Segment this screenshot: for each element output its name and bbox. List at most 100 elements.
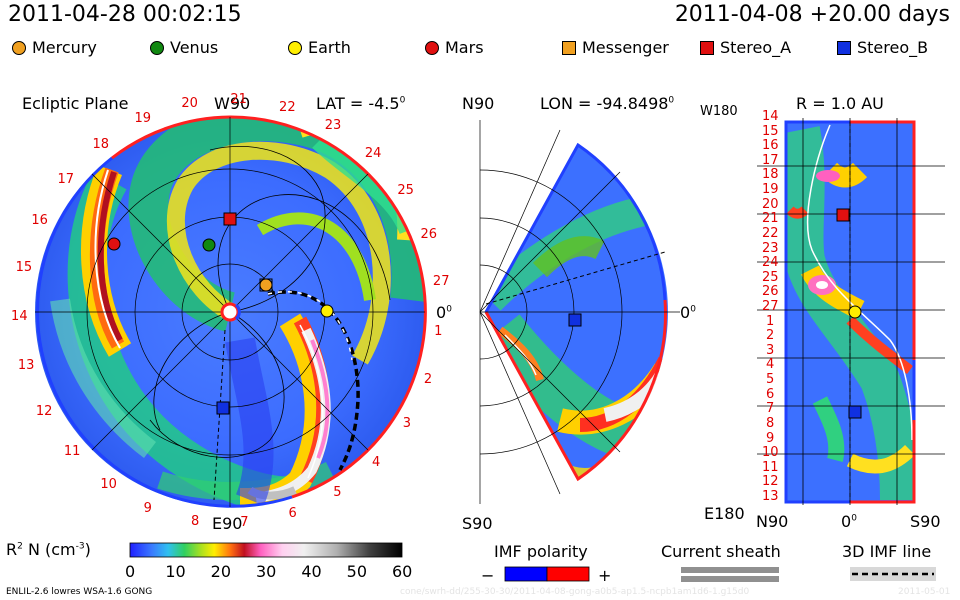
earth-icon (288, 40, 302, 55)
earth-marker (320, 304, 334, 318)
datetime-label: 2011-04-28 00:02:15 (8, 2, 242, 27)
radial-stereo-a-marker (836, 208, 850, 222)
radial-row-label: 10 (762, 445, 779, 461)
colorbar-tick-label: 0 (125, 562, 136, 581)
model-label: ENLIL-2.6 lowres WSA-1.6 GONG (6, 587, 153, 597)
colorbar-tick-label: 60 (392, 562, 413, 581)
imf-negative-swatch (504, 566, 548, 582)
radial-row-label: 26 (762, 284, 779, 300)
radial-row-label: 17 (762, 152, 779, 168)
radial-row-label: 16 (762, 138, 779, 154)
radial-row-label: 18 (762, 167, 779, 183)
rotation-day-label: 19 (134, 111, 152, 127)
rotation-day-label: 7 (240, 515, 249, 531)
radial-row-label: 27 (762, 299, 779, 314)
imf-minus: − (481, 566, 495, 585)
rotation-day-label: 18 (92, 136, 110, 152)
rotation-day-label: 4 (372, 454, 381, 470)
meridional-top-label: N90 (462, 94, 495, 113)
radial-title: R = 1.0 AU (796, 94, 884, 113)
legend-messenger: Messenger (562, 38, 669, 57)
venus-marker (202, 238, 216, 252)
rotation-day-label: 22 (279, 99, 296, 115)
lon-label: LON = -94.84980 (540, 94, 675, 113)
radial-row-label: 8 (766, 415, 775, 431)
legend-stereo-b: Stereo_B (837, 38, 928, 57)
radial-row-label: 22 (762, 225, 779, 241)
legend-venus: Venus (150, 38, 218, 57)
rotation-day-label: 15 (15, 259, 33, 275)
colorbar-tick-label: 50 (346, 562, 368, 581)
imf-title: IMF polarity (494, 542, 588, 561)
ecliptic-top-label: W90 (214, 94, 251, 113)
ecliptic-right-label: 00 (436, 303, 452, 322)
radial-row-label: 6 (766, 386, 775, 402)
radial-row-label: 25 (762, 269, 779, 285)
rotation-day-label: 17 (57, 171, 75, 187)
rotation-day-label: 24 (364, 146, 382, 162)
radial-row-label: 5 (766, 372, 775, 388)
stereo-b-marker (216, 401, 230, 415)
messenger-marker (259, 278, 273, 292)
rotation-day-label: 26 (420, 226, 438, 242)
radial-row-label: 15 (762, 123, 779, 139)
radial-row-label: 12 (762, 474, 779, 490)
meridional-panel (479, 120, 680, 504)
ecliptic-bottom-label: E90 (212, 514, 243, 533)
meridional-right-label: 00 (680, 303, 696, 322)
meridional-stereo-b-marker (568, 313, 582, 327)
radial-bottom-label: E180 (704, 504, 745, 523)
rotation-day-label: 16 (31, 213, 48, 229)
footer-date: 2011-05-01 (898, 587, 951, 597)
rotation-day-label: 27 (432, 274, 450, 290)
colorbar-tick-label: 40 (301, 562, 322, 581)
meridional-bottom-label: S90 (462, 514, 493, 533)
venus-icon (150, 40, 164, 55)
radial-x-label-south: S90 (910, 512, 941, 531)
radial-x-label-zero: 00 (841, 512, 857, 531)
rotation-day-label: 20 (181, 96, 198, 112)
legend-mercury: Mercury (12, 38, 97, 57)
radial-top-label: W180 (700, 104, 738, 119)
radial-row-label: 21 (762, 211, 779, 227)
rotation-day-label: 6 (288, 505, 297, 521)
rotation-day-label: 3 (402, 416, 412, 432)
radial-row-label: 20 (762, 196, 779, 212)
stereo-a-marker (223, 212, 237, 226)
messenger-icon (562, 40, 576, 55)
radial-row-label: 24 (762, 255, 779, 271)
rotation-day-label: 23 (324, 117, 342, 133)
radial-row-label: 23 (762, 240, 779, 256)
ecliptic-panel (35, 115, 427, 508)
rotation-day-label: 11 (63, 444, 81, 459)
run-id-label: cone/swrh-dd/255-30-30/2011-04-08-gong-a… (400, 587, 750, 597)
mercury-marker (259, 278, 273, 292)
ecliptic-title: Ecliptic Plane (22, 94, 129, 113)
mercury-icon (12, 40, 26, 55)
rotation-day-label: 5 (333, 485, 342, 501)
rotation-day-label: 10 (100, 476, 117, 492)
radial-row-label: 1 (766, 313, 775, 329)
colorbar-tick-label: 30 (256, 562, 277, 581)
radial-row-label: 19 (762, 182, 779, 198)
radial-row-label: 2 (766, 328, 775, 344)
lat-label: LAT = -4.50 (316, 94, 406, 113)
radial-x-label-north: N90 (756, 512, 789, 531)
radial-row-label: 13 (762, 489, 779, 504)
rotation-day-label: 8 (191, 513, 200, 529)
rotation-day-label: 25 (397, 183, 414, 199)
radial-row-label: 7 (766, 401, 775, 417)
imf-line-title: 3D IMF line (842, 542, 932, 561)
colorbar-label: R2 N (cm-3) (6, 540, 91, 559)
rotation-day-label: 2 (423, 371, 433, 387)
radial-row-label: 3 (766, 342, 775, 358)
stereo-b-icon (837, 40, 851, 55)
rotation-day-label: 14 (11, 308, 28, 324)
colorbar (129, 542, 403, 558)
rotation-day-label: 21 (230, 92, 247, 108)
rotation-day-label: 13 (17, 357, 35, 373)
legend-earth: Earth (288, 38, 351, 57)
radial-stereo-b-marker (848, 405, 862, 419)
